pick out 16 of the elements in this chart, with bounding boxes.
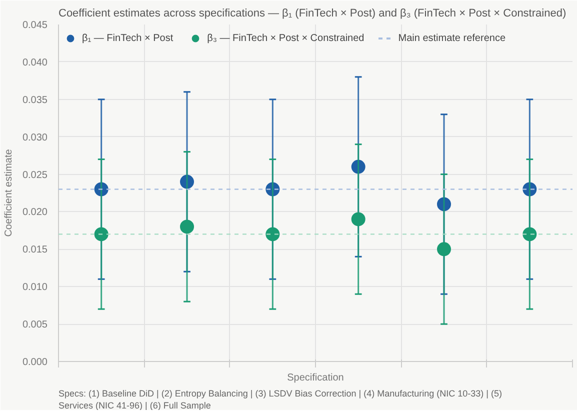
y-tick-label: 0.040 xyxy=(22,57,48,68)
legend-label: β₁ — FinTech × Post xyxy=(82,32,174,44)
y-tick-label: 0.015 xyxy=(22,244,48,256)
y-tick-label: 0.025 xyxy=(22,170,48,181)
legend-label: β₃ — FinTech × Post × Constrained xyxy=(207,32,364,44)
y-tick-label: 0.000 xyxy=(22,357,48,368)
y-tick-label: 0.010 xyxy=(22,282,48,294)
y-tick-label: 0.045 xyxy=(22,20,48,31)
y-tick-label: 0.035 xyxy=(22,94,48,106)
y-tick-label: 0.030 xyxy=(22,132,48,144)
legend-label: Main estimate reference xyxy=(398,32,506,44)
y-tick-label: 0.005 xyxy=(22,320,48,331)
y-axis-title: Coefficient estimate xyxy=(3,148,14,237)
chart-title: Coefficient estimates across specifications — β₁ (FinTech × Post) and β₃ (FinTech × Post × Constrained) xyxy=(58,8,566,20)
x-axis-title: Specification xyxy=(287,372,344,384)
y-tick-label: 0.020 xyxy=(22,207,48,218)
